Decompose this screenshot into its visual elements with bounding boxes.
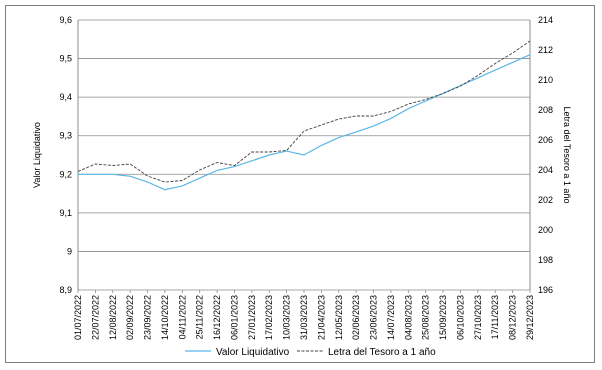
x-tick-label: 21/04/2023: [316, 295, 326, 340]
x-tick-label: 04/08/2023: [403, 295, 413, 340]
y-tick-label: 9,6: [59, 15, 72, 25]
x-tick-label: 06/01/2023: [229, 295, 239, 340]
x-tick-label: 25/11/2022: [195, 295, 205, 339]
legend-label-letra-del-tesoro: Letra del Tesoro a 1 año: [328, 347, 436, 358]
y2-tick-label: 198: [538, 255, 553, 265]
x-tick-label: 29/12/2023: [525, 295, 535, 340]
x-tick-label: 31/03/2023: [299, 295, 309, 340]
x-tick-label: 14/10/2022: [160, 295, 170, 340]
x-tick-label: 17/11/2023: [490, 295, 500, 339]
x-tick-label: 04/11/2022: [177, 295, 187, 339]
y2-tick-label: 210: [538, 75, 553, 85]
y2-tick-label: 196: [538, 285, 553, 295]
y-axis-title: Valor Liquidativo: [32, 122, 42, 188]
legend: Valor Liquidativo Letra del Tesoro a 1 a…: [185, 347, 436, 358]
legend-label-valor-liquidativo: Valor Liquidativo: [216, 347, 290, 358]
series-line-0: [78, 54, 531, 191]
y-tick-label: 9,4: [59, 92, 72, 102]
y-tick-label: 9,2: [59, 169, 72, 179]
x-tick-label: 01/07/2022: [73, 295, 83, 340]
x-tick-label: 23/09/2022: [143, 295, 153, 340]
y2-tick-label: 208: [538, 105, 553, 115]
x-tick-label: 16/12/2022: [212, 295, 222, 340]
x-tick-label: 10/03/2023: [282, 295, 292, 340]
x-tick-label: 02/06/2023: [351, 295, 361, 340]
y2-axis-ticks: 214 212 210 208 206 204 202 200 198 196: [538, 15, 553, 295]
x-tick-label: 25/08/2023: [421, 295, 431, 340]
y2-tick-label: 202: [538, 195, 553, 205]
x-tick-label: 02/09/2022: [125, 295, 135, 340]
x-tick-label: 27/10/2023: [473, 295, 483, 340]
x-tick-label: 08/12/2023: [508, 295, 518, 340]
y2-tick-label: 200: [538, 225, 553, 235]
y2-tick-label: 214: [538, 15, 553, 25]
x-tick-label: 27/01/2023: [247, 295, 257, 340]
chart-frame: [5, 5, 595, 363]
series-lines: [77, 40, 531, 191]
x-tick-label: 12/08/2022: [108, 295, 118, 340]
series-line-1: [77, 40, 531, 183]
y-tick-label: 9,3: [59, 131, 72, 141]
y2-tick-label: 212: [538, 45, 553, 55]
y2-tick-label: 204: [538, 165, 553, 175]
x-tick-label: 15/09/2023: [438, 295, 448, 340]
y2-axis-title: Letra del Tesoro a 1 año: [562, 107, 572, 204]
y-tick-label: 8,9: [59, 285, 72, 295]
y-axis-ticks: 9,6 9,5 9,4 9,3 9,2 9,1 9 8,9: [59, 15, 72, 295]
x-axis-ticks: 01/07/2022 22/07/2022 12/08/2022 02/09/2022…: [73, 290, 535, 340]
y-tick-label: 9: [67, 246, 72, 256]
x-tick-label: 14/07/2023: [386, 295, 396, 340]
x-tick-label: 23/06/2023: [369, 295, 379, 340]
y2-tick-label: 206: [538, 135, 553, 145]
x-tick-label: 17/02/2023: [264, 295, 274, 340]
x-tick-label: 12/05/2023: [334, 295, 344, 340]
y-tick-label: 9,5: [59, 54, 72, 64]
x-tick-label: 06/10/2023: [455, 295, 465, 340]
y-tick-label: 9,1: [59, 208, 72, 218]
axes: [77, 20, 531, 290]
x-tick-label: 22/07/2022: [90, 295, 100, 340]
